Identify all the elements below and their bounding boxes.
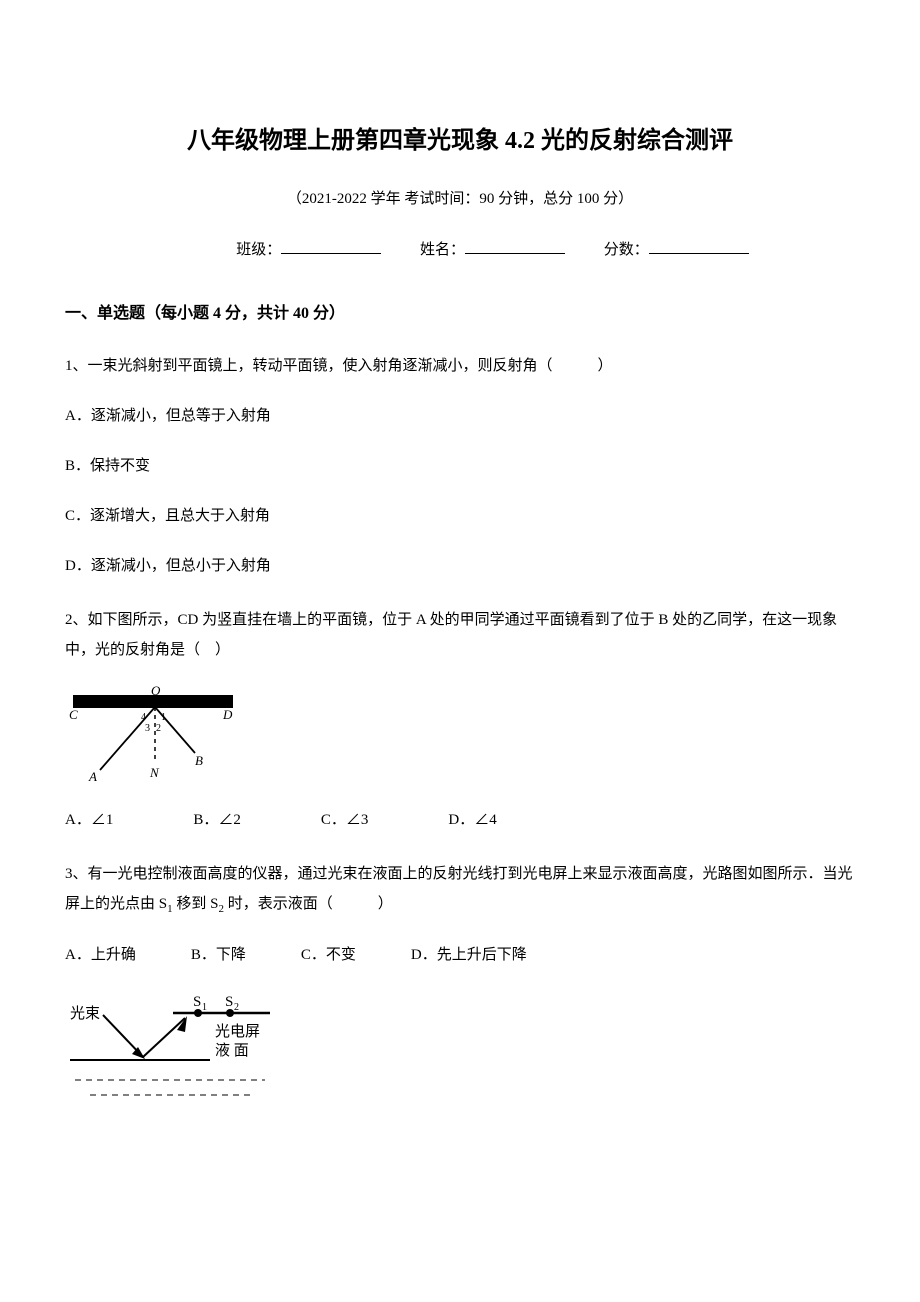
q3-figure: 光束 S 1 S 2 光电屏 液 面 xyxy=(65,990,855,1115)
name-blank[interactable] xyxy=(465,253,565,254)
q2-angle-3: 3 xyxy=(145,723,150,734)
q3-liquid-label: 液 面 xyxy=(215,1042,249,1059)
q2-option-c: C．∠3 xyxy=(321,805,369,835)
page-title: 八年级物理上册第四章光现象 4.2 光的反射综合测评 xyxy=(65,120,855,155)
q3-s2-sub: 2 xyxy=(234,1002,239,1013)
q2-label-o: O xyxy=(151,685,161,698)
question-3: 3、有一光电控制液面高度的仪器，通过光束在液面上的反射光线打到光电屏上来显示液面… xyxy=(65,859,855,1115)
q3-option-b: B．下降 xyxy=(191,940,246,970)
q3-option-a: A．上升确 xyxy=(65,940,136,970)
q2-angle-4: 4 xyxy=(141,712,146,723)
q2-text: 2、如下图所示，CD 为竖直挂在墙上的平面镜，位于 A 处的甲同学通过平面镜看到… xyxy=(65,605,855,665)
class-blank[interactable] xyxy=(281,253,381,254)
score-label: 分数： xyxy=(604,242,649,258)
section-header: 一、单选题（每小题 4 分，共计 40 分） xyxy=(65,299,855,323)
q3-option-d: D．先上升后下降 xyxy=(411,940,527,970)
class-label: 班级： xyxy=(236,242,281,258)
q2-label-d: D xyxy=(222,707,233,722)
q1-options: A．逐渐减小，但总等于入射角 B．保持不变 C．逐渐增大，且总大于入射角 D．逐… xyxy=(65,401,855,581)
q3-text: 3、有一光电控制液面高度的仪器，通过光束在液面上的反射光线打到光电屏上来显示液面… xyxy=(65,859,855,920)
q3-beam-label: 光束 xyxy=(70,1005,100,1022)
q1-option-a: A．逐渐减小，但总等于入射角 xyxy=(65,401,855,431)
question-2: 2、如下图所示，CD 为竖直挂在墙上的平面镜，位于 A 处的甲同学通过平面镜看到… xyxy=(65,605,855,835)
q3-screen-label: 光电屏 xyxy=(215,1023,260,1040)
q3-s1: S xyxy=(193,994,201,1010)
q2-option-b: B．∠2 xyxy=(193,805,241,835)
student-info-row: 班级： 姓名： 分数： xyxy=(65,238,855,259)
q3-s1-sub: 1 xyxy=(202,1002,207,1013)
q1-text: 1、一束光斜射到平面镜上，转动平面镜，使入射角逐渐减小，则反射角（ ） xyxy=(65,351,855,381)
q2-label-c: C xyxy=(69,707,78,722)
q2-options: A．∠1 B．∠2 C．∠3 D．∠4 xyxy=(65,805,855,835)
q3-option-c: C．不变 xyxy=(301,940,356,970)
q2-option-a: A．∠1 xyxy=(65,805,113,835)
exam-info: （2021-2022 学年 考试时间：90 分钟，总分 100 分） xyxy=(65,187,855,208)
q2-angle-2: 2 xyxy=(156,723,161,734)
q3-s2: S xyxy=(225,994,233,1010)
name-label: 姓名： xyxy=(420,242,465,258)
score-blank[interactable] xyxy=(649,253,749,254)
q2-label-b: B xyxy=(195,753,203,768)
q2-option-d: D．∠4 xyxy=(448,805,496,835)
q1-option-b: B．保持不变 xyxy=(65,451,855,481)
q1-option-c: C．逐渐增大，且总大于入射角 xyxy=(65,501,855,531)
q2-label-n: N xyxy=(149,765,160,780)
q3-options: A．上升确 B．下降 C．不变 D．先上升后下降 xyxy=(65,940,855,970)
q2-angle-1: 1 xyxy=(161,712,166,723)
q2-figure: C D O N A B 1 2 3 4 xyxy=(65,685,855,785)
q1-option-d: D．逐渐减小，但总小于入射角 xyxy=(65,551,855,581)
q2-label-a: A xyxy=(88,769,97,784)
question-1: 1、一束光斜射到平面镜上，转动平面镜，使入射角逐渐减小，则反射角（ ） A．逐渐… xyxy=(65,351,855,581)
